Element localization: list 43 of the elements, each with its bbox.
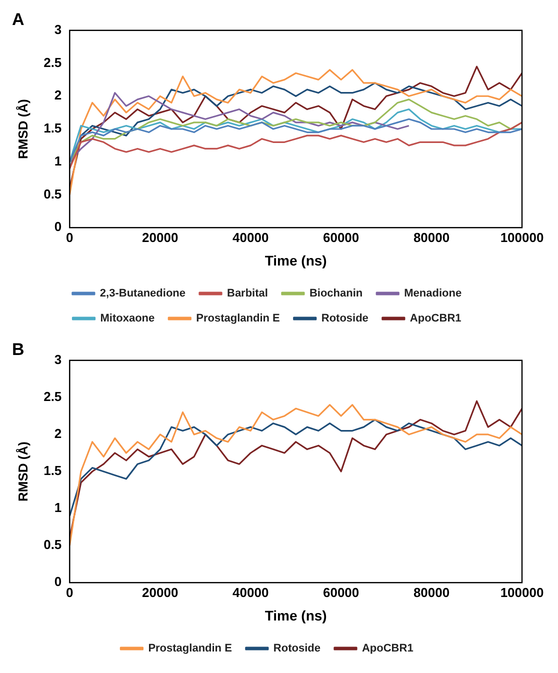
- x-tick-label: 40000: [232, 230, 269, 245]
- legend-label: Prostaglandin E: [148, 642, 232, 655]
- y-tick-label: 0: [54, 219, 62, 234]
- y-tick-label: 3: [54, 22, 62, 37]
- legend-label: Rotoside: [273, 642, 320, 655]
- y-tick-label: 0.5: [44, 537, 62, 552]
- legend-label: Mitoxaone: [100, 312, 155, 325]
- x-tick-label: 20000: [142, 584, 178, 600]
- x-axis-title: Time (ns): [264, 252, 327, 268]
- x-tick-label: 60000: [322, 230, 360, 245]
- y-tick-label: 1.5: [44, 120, 62, 136]
- y-tick-label: 0.5: [44, 186, 62, 202]
- y-tick-label: 1: [54, 153, 62, 168]
- legend-label: ApoCBR1: [362, 642, 414, 655]
- x-tick-label: 80000: [413, 584, 450, 600]
- y-axis-title: RMSD (Å): [15, 442, 30, 502]
- y-tick-label: 2: [54, 88, 62, 103]
- legend-label: Rotoside: [321, 312, 368, 325]
- x-tick-label: 80000: [413, 230, 450, 245]
- y-tick-label: 3: [54, 352, 62, 367]
- x-tick-label: 60000: [322, 584, 360, 600]
- y-tick-label: 1.5: [44, 463, 62, 478]
- chart-title: B: [12, 340, 24, 359]
- x-tick-label: 100000: [500, 584, 544, 600]
- legend-label: ApoCBR1: [410, 312, 462, 325]
- x-tick-label: 0: [66, 584, 74, 600]
- y-tick-label: 2: [54, 426, 62, 442]
- legend-label: Barbital: [226, 288, 268, 300]
- legend-label: Menadione: [404, 288, 462, 300]
- x-tick-label: 100000: [500, 230, 544, 245]
- y-tick-label: 2.5: [44, 389, 62, 404]
- y-axis-title: RMSD (Å): [15, 99, 30, 159]
- y-tick-label: 0: [54, 574, 62, 590]
- legend-label: 2,3-Butanedione: [100, 288, 186, 300]
- legend-label: Prostaglandin E: [196, 312, 280, 325]
- legend-label: Biochanin: [309, 288, 363, 300]
- y-tick-label: 1: [54, 500, 62, 516]
- x-tick-label: 40000: [232, 584, 269, 600]
- x-tick-label: 20000: [142, 230, 178, 245]
- x-tick-label: 0: [66, 230, 74, 245]
- y-tick-label: 2.5: [44, 54, 62, 70]
- x-axis-title: Time (ns): [264, 607, 327, 624]
- chart-title: A: [12, 10, 24, 29]
